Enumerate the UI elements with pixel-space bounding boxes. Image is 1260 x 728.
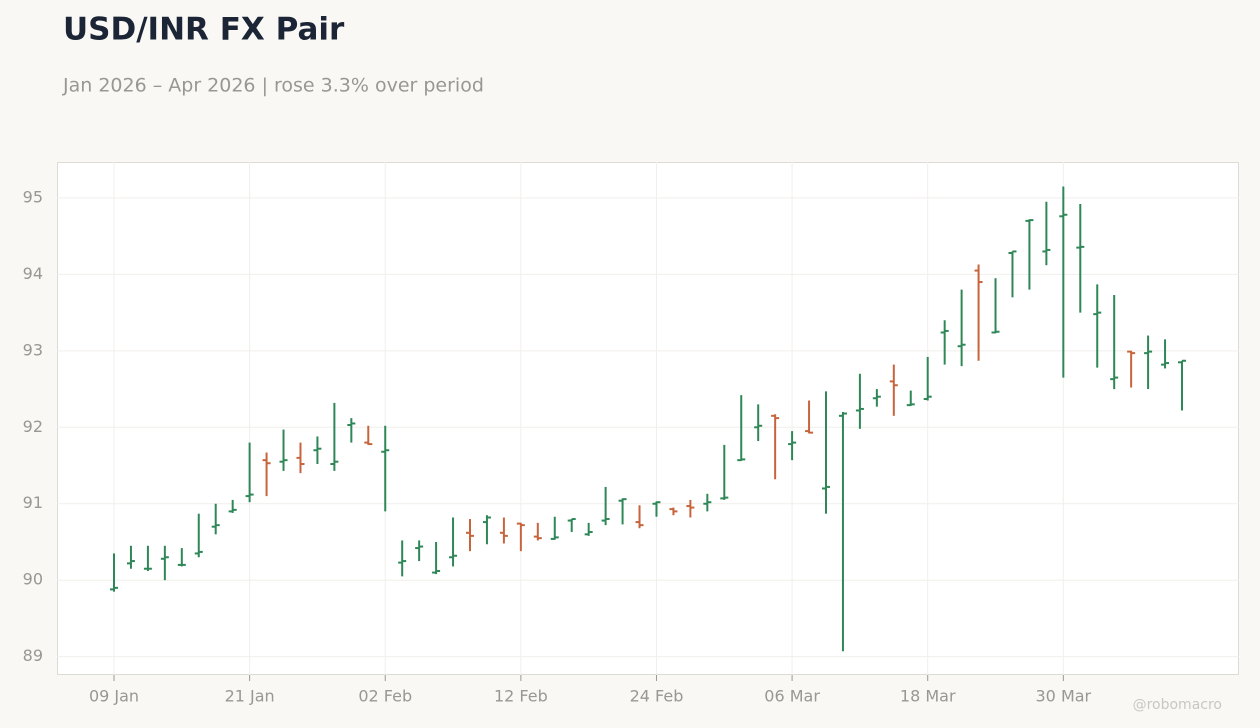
chart-title: USD/INR FX Pair [63,12,345,48]
x-tick-label: 30 Mar [1036,687,1092,706]
x-tick-label: 12 Feb [494,687,548,706]
watermark: @robomacro [1133,697,1222,713]
x-tick-label: 02 Feb [358,687,412,706]
y-tick-label: 89 [23,646,43,665]
x-tick-label: 18 Mar [900,687,956,706]
x-tick-label: 21 Jan [225,687,275,706]
y-tick-label: 91 [23,493,43,512]
y-tick-label: 95 [23,187,43,206]
x-tick-label: 09 Jan [89,687,139,706]
x-tick-label: 06 Mar [764,687,820,706]
x-tick-label: 24 Feb [630,687,684,706]
chart-subtitle: Jan 2026 – Apr 2026 | rose 3.3% over per… [62,75,484,97]
y-tick-label: 93 [23,340,43,359]
y-tick-label: 90 [23,570,43,589]
plot-area [57,162,1239,675]
y-tick-label: 94 [23,264,43,283]
y-tick-label: 92 [23,417,43,436]
